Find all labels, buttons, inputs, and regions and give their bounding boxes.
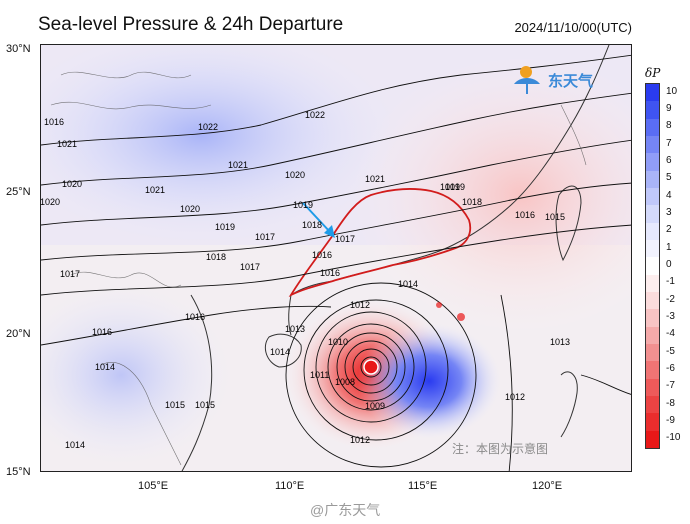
colorbar-label: 3 bbox=[666, 207, 672, 218]
taiwan-island bbox=[555, 185, 582, 262]
colorbar-cell bbox=[646, 153, 659, 171]
lat-label-20: 20°N bbox=[6, 328, 31, 340]
lat-label-30: 30°N bbox=[6, 43, 31, 55]
north-negative-anomaly bbox=[41, 45, 401, 245]
colorbar-label: -6 bbox=[666, 363, 675, 374]
colorbar-label: 6 bbox=[666, 155, 672, 166]
hainan-island bbox=[264, 333, 302, 368]
colorbar-cell bbox=[646, 135, 659, 154]
colorbar-cell bbox=[646, 343, 659, 362]
colorbar-cell bbox=[646, 378, 659, 396]
lon-label-120: 120°E bbox=[532, 480, 563, 492]
colorbar-cell bbox=[646, 430, 659, 448]
colorbar-label: -10 bbox=[666, 432, 681, 444]
colorbar-cell bbox=[646, 291, 659, 310]
colorbar-label: -1 bbox=[666, 276, 675, 288]
weibo-watermark: @广东天气 bbox=[310, 502, 381, 518]
colorbar-cell bbox=[646, 187, 659, 206]
guangdong-boundary bbox=[288, 188, 472, 298]
terrain-contours bbox=[50, 71, 587, 466]
colorbar-label: -7 bbox=[666, 380, 675, 392]
lon-label-110: 110°E bbox=[275, 480, 305, 492]
typhoon-center-marker bbox=[363, 359, 379, 375]
lon-label-115: 115°E bbox=[408, 480, 438, 492]
logo-text: 东天气 bbox=[548, 73, 594, 90]
colorbar-cell bbox=[646, 239, 659, 258]
colorbar-title: δP bbox=[645, 66, 661, 80]
pressure-map bbox=[40, 44, 632, 472]
colorbar-cell bbox=[646, 257, 659, 275]
colorbar-label: 8 bbox=[666, 120, 672, 132]
colorbar-cell bbox=[646, 205, 659, 223]
colorbar-label: -3 bbox=[666, 311, 675, 322]
lat-label-25: 25°N bbox=[6, 186, 31, 198]
colorbar-cell bbox=[646, 309, 659, 327]
colorbar-cell bbox=[646, 413, 659, 431]
lon-label-105: 105°E bbox=[138, 480, 169, 492]
colorbar bbox=[645, 83, 660, 449]
map-title: Sea-level Pressure & 24h Departure bbox=[38, 14, 344, 35]
colorbar-cell bbox=[646, 118, 659, 136]
colorbar-cell bbox=[646, 84, 659, 102]
colorbar-label: -9 bbox=[666, 415, 675, 426]
east-positive-anomaly bbox=[351, 55, 631, 335]
colorbar-cell bbox=[646, 222, 659, 240]
colorbar-label: 1 bbox=[666, 241, 672, 253]
colorbar-cell bbox=[646, 326, 659, 344]
colorbar-label: -5 bbox=[666, 345, 675, 357]
leizhou-coast bbox=[288, 294, 292, 336]
colorbar-cell bbox=[646, 395, 659, 414]
luzon-coast bbox=[560, 371, 578, 438]
brand-logo: 东天气 bbox=[512, 62, 622, 102]
colorbar-label: 5 bbox=[666, 172, 672, 184]
map-canvas bbox=[41, 45, 631, 471]
timestamp: 2024/11/10/00(UTC) bbox=[514, 20, 632, 35]
colorbar-label: -8 bbox=[666, 397, 675, 409]
colorbar-label: -4 bbox=[666, 328, 675, 340]
colorbar-label: 7 bbox=[666, 137, 672, 149]
colorbar-label: 9 bbox=[666, 103, 672, 114]
colorbar-label: 10 bbox=[666, 85, 678, 97]
sun-umbrella-icon bbox=[514, 66, 540, 94]
colorbar-label: 0 bbox=[666, 259, 672, 270]
direction-arrow bbox=[302, 202, 335, 238]
colorbar-label: -2 bbox=[666, 293, 675, 305]
colorbar-cell bbox=[646, 361, 659, 379]
colorbar-cell bbox=[646, 170, 659, 188]
colorbar-label: 4 bbox=[666, 189, 672, 201]
colorbar-cell bbox=[646, 274, 659, 292]
isobars bbox=[41, 54, 631, 471]
lat-label-15: 15°N bbox=[6, 466, 31, 478]
schematic-note: 注：本图为示意图 bbox=[452, 442, 549, 456]
colorbar-cell bbox=[646, 101, 659, 119]
vietnam-coast bbox=[181, 294, 213, 471]
typhoon-pressure-rise bbox=[357, 323, 501, 439]
colorbar-label: 2 bbox=[666, 224, 672, 236]
